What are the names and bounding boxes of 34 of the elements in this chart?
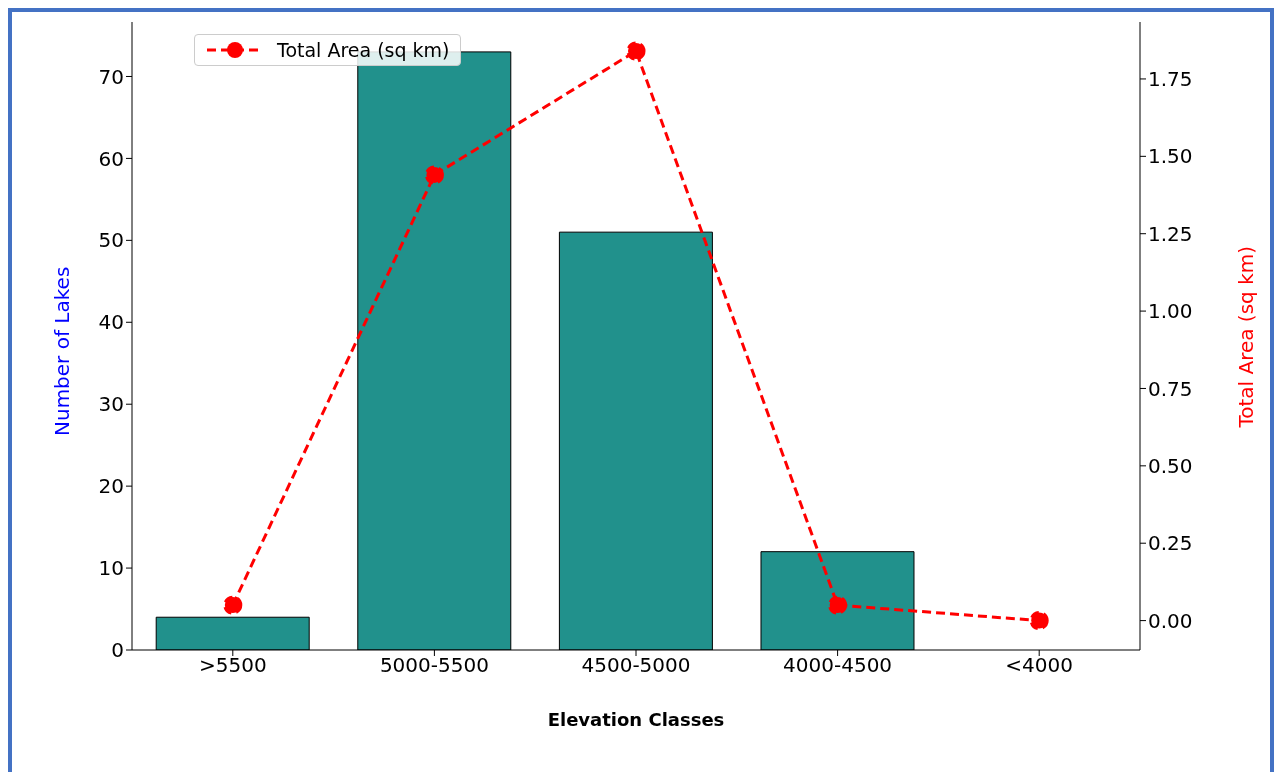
y2-tick-label: 0.00 — [1148, 608, 1193, 633]
y-tick-label: 50 — [98, 228, 124, 253]
y2-tick-label: 1.25 — [1148, 221, 1193, 246]
point — [424, 165, 444, 185]
page-frame: Total Area (sq km) >5500 5000-5500 4500-5000 4000-4500 <4000 Elevation Classes 0 10 20 30 40 50 60 70 Number of Lakes 0.00 0.25 0.50 0.75 1.00 1.25 1.50 1.75 Total Area (sq km) — [8, 8, 1274, 772]
bar — [558, 231, 713, 650]
y2-tick-label: 1.75 — [1148, 67, 1193, 92]
x-tick-label: 5000-5500 — [379, 653, 489, 678]
x-tick-label: 4000-4500 — [783, 653, 893, 678]
y-tick-label: 10 — [98, 556, 124, 581]
point — [626, 41, 646, 61]
legend-label: Total Area (sq km) — [277, 39, 450, 61]
y-tick-label: 70 — [98, 64, 124, 89]
point — [1029, 611, 1049, 631]
y-axis-title: Number of Lakes — [50, 266, 75, 436]
y2-tick-label: 1.50 — [1148, 144, 1193, 169]
x-axis-title: Elevation Classes — [547, 709, 725, 730]
y-tick-label: 0 — [111, 638, 124, 663]
x-tick-label: 4500-5000 — [581, 653, 691, 678]
point — [828, 595, 848, 615]
y2-tick-label: 0.50 — [1148, 453, 1193, 478]
bar — [760, 551, 915, 650]
y-tick-label: 60 — [98, 146, 124, 171]
bar — [155, 616, 310, 650]
y2-axis-title: Total Area (sq km) — [1234, 246, 1259, 429]
x-tick-label: <4000 — [1005, 653, 1074, 678]
y2-tick-label: 0.25 — [1148, 531, 1193, 556]
x-tick-label: >5500 — [198, 653, 267, 678]
y-tick-label: 20 — [98, 474, 124, 499]
y-tick-label: 40 — [98, 310, 124, 335]
y-tick-label: 30 — [98, 392, 124, 417]
point — [223, 595, 243, 615]
y2-tick-label: 0.75 — [1148, 376, 1193, 401]
y2-tick-label: 1.00 — [1148, 299, 1193, 324]
